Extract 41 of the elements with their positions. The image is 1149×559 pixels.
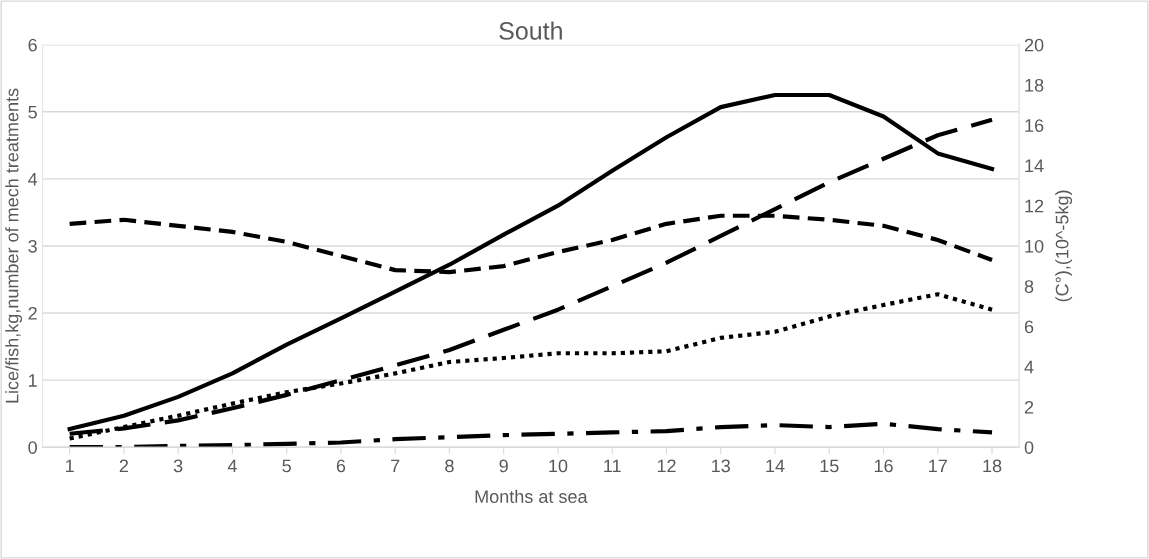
y2-tick-label: 16 — [1025, 119, 1044, 132]
y2-tick-label: 0 — [1024, 441, 1034, 454]
x-tick-label: 1 — [66, 459, 74, 473]
x-tick-label: 11 — [604, 459, 621, 473]
y2-tick-label: 6 — [1024, 320, 1034, 334]
y-axis-title: Lice/fish,kg,number of mech treatments — [5, 88, 23, 403]
y2-tick-label: 4 — [1024, 360, 1034, 374]
x-axis-title: Months at sea — [475, 489, 588, 503]
x-tick-label: 2 — [119, 459, 129, 473]
x-tick-label: 8 — [445, 459, 454, 473]
x-tick-label: 16 — [874, 459, 893, 473]
y2-tick-label: 2 — [1024, 400, 1034, 414]
x-tick-label: 9 — [499, 459, 508, 473]
x-tick-label: 5 — [282, 459, 291, 473]
x-tick-label: 15 — [820, 459, 839, 473]
x-tick-label: 12 — [657, 459, 676, 473]
x-tick-label: 18 — [983, 459, 1002, 473]
x-tick-label: 17 — [929, 459, 947, 473]
y-tick-label: 0 — [28, 441, 37, 454]
x-tick-label: 6 — [336, 459, 346, 473]
x-tick-label: 3 — [173, 459, 183, 473]
y-tick-label: 6 — [28, 38, 37, 52]
y2-axis-title: (C°),(10^-5kg) — [1055, 190, 1073, 302]
y2-tick-label: 8 — [1024, 280, 1034, 293]
y-tick-label: 1 — [28, 374, 37, 387]
y-tick-label: 2 — [28, 306, 37, 320]
y-tick-label: 4 — [28, 173, 38, 186]
y-tick-label: 3 — [28, 239, 37, 253]
y2-tick-label: 18 — [1025, 78, 1044, 92]
x-tick-label: 13 — [712, 459, 730, 473]
y-tick-label: 5 — [28, 105, 37, 119]
x-tick-label: 7 — [391, 459, 400, 473]
y2-tick-label: 20 — [1024, 38, 1044, 52]
y2-tick-label: 14 — [1025, 159, 1044, 173]
x-tick-label: 10 — [549, 459, 568, 473]
x-tick-label: 14 — [766, 459, 785, 473]
line-series — [67, 421, 995, 448]
y2-tick-label: 12 — [1025, 199, 1044, 213]
y2-tick-label: 10 — [1025, 239, 1044, 253]
x-tick-label: 4 — [227, 459, 237, 473]
chart-title: South — [499, 21, 562, 40]
